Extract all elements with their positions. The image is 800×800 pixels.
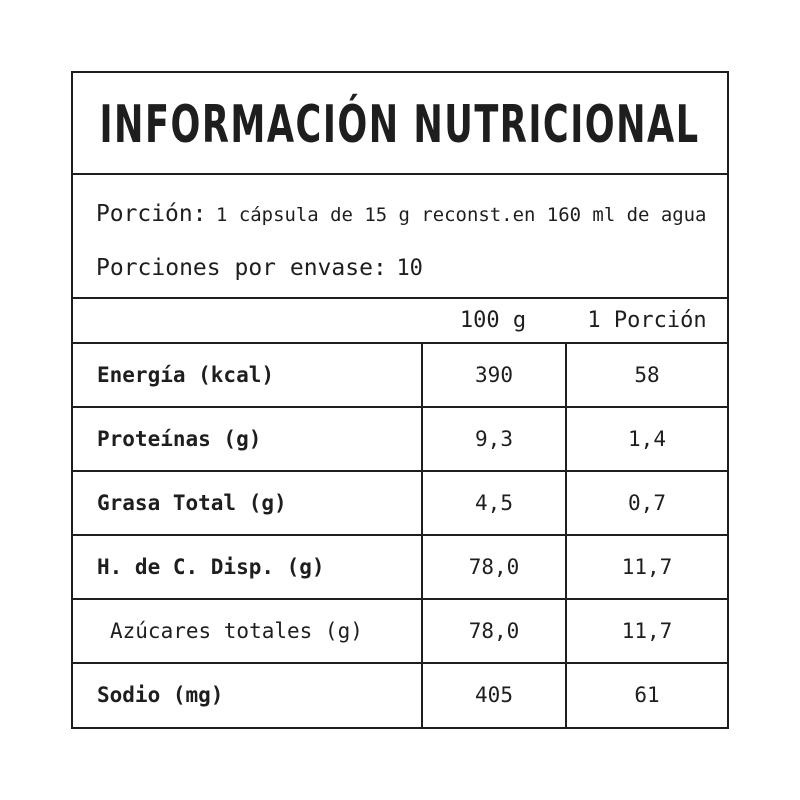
serving-size-label: Porción: (96, 201, 207, 227)
table-row: Azúcares totales (g) 78,0 11,7 (73, 600, 727, 662)
header-divider (73, 342, 727, 344)
nutrient-name: Sodio (mg) (97, 683, 224, 707)
nutrient-name: Proteínas (g) (97, 427, 262, 451)
value-per-portion: 0,7 (628, 491, 666, 515)
serving-size-value: 1 cápsula de 15 g reconst.en 160 ml de a… (216, 204, 707, 226)
servings-per-container-line: Porciones por envase: 10 (96, 255, 423, 281)
value-per-portion: 58 (634, 363, 660, 387)
value-per-portion: 61 (634, 683, 660, 707)
nutrient-name: Azúcares totales (g) (110, 619, 363, 643)
value-per-100g: 9,3 (475, 427, 513, 451)
table-row: Energía (kcal) 390 58 (73, 344, 727, 406)
value-per-100g: 4,5 (475, 491, 513, 515)
nutrient-name: Energía (kcal) (97, 363, 275, 387)
table-row: H. de C. Disp. (g) 78,0 11,7 (73, 536, 727, 598)
value-per-portion: 11,7 (621, 555, 673, 579)
nutrient-name: Grasa Total (g) (97, 491, 287, 515)
value-per-100g: 78,0 (468, 555, 520, 579)
value-per-100g: 405 (475, 683, 513, 707)
row-divider (73, 470, 727, 472)
servings-per-container-value: 10 (396, 256, 423, 281)
column-header-per-100g: 100 g (459, 308, 527, 333)
value-per-portion: 1,4 (628, 427, 666, 451)
value-per-100g: 78,0 (468, 619, 520, 643)
table-row: Grasa Total (g) 4,5 0,7 (73, 472, 727, 534)
row-divider (73, 598, 727, 600)
nutrient-name: H. de C. Disp. (g) (97, 555, 325, 579)
nutrition-facts-panel: INFORMACIÓN NUTRICIONAL Porción: 1 cápsu… (71, 71, 729, 729)
column-header-per-portion: 1 Porción (587, 308, 707, 333)
value-per-100g: 390 (475, 363, 513, 387)
serving-info: Porción: 1 cápsula de 15 g reconst.en 16… (73, 175, 727, 299)
table-row: Proteínas (g) 9,3 1,4 (73, 408, 727, 470)
servings-per-container-label: Porciones por envase: (96, 255, 387, 281)
title-box: INFORMACIÓN NUTRICIONAL (73, 73, 727, 175)
table-row: Sodio (mg) 405 61 (73, 664, 727, 726)
row-divider (73, 662, 727, 664)
panel-title: INFORMACIÓN NUTRICIONAL (99, 95, 701, 155)
row-divider (73, 534, 727, 536)
serving-size-line: Porción: 1 cápsula de 15 g reconst.en 16… (96, 201, 706, 227)
value-per-portion: 11,7 (621, 619, 673, 643)
row-divider (73, 406, 727, 408)
